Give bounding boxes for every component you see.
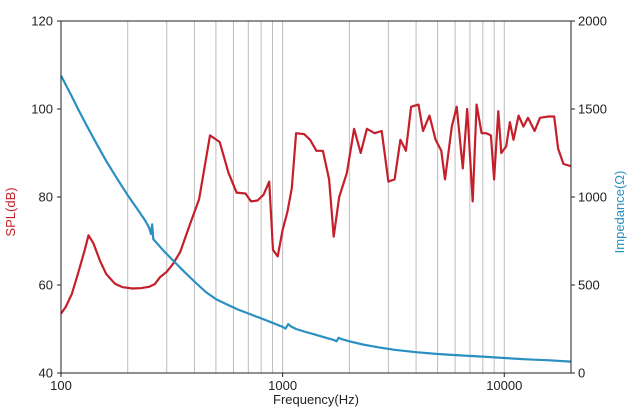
vertical-grid (127, 21, 505, 373)
y-right-tick-label: 500 (578, 278, 600, 293)
y-left-tick-label: 120 (31, 14, 53, 29)
y-left-tick-label: 100 (31, 102, 53, 117)
y-right-tick-label: 1000 (578, 190, 607, 205)
x-tick-label: 100 (50, 378, 72, 393)
y-right-axis-label: Impedance(Ω) (612, 171, 627, 254)
x-tick-label: 1000 (268, 378, 297, 393)
spl-line (60, 103, 572, 315)
y-right-tick-label: 1500 (578, 102, 607, 117)
series-group (60, 75, 572, 363)
impedance-line (60, 75, 572, 363)
x-tick-labels: 100 1000 10000 (50, 373, 522, 393)
x-tick-label: 10000 (486, 378, 522, 393)
y-right-tick-label: 0 (578, 366, 585, 381)
y-left-tick-label: 60 (39, 278, 53, 293)
x-axis-label: Frequency(Hz) (273, 392, 359, 407)
y-left-tick-label: 40 (39, 366, 53, 381)
y-right-tick-label: 2000 (578, 14, 607, 29)
y-left-axis-label: SPL(dB) (3, 187, 18, 236)
y-right-tick-labels: 0 500 1000 1500 2000 (571, 14, 607, 381)
y-left-tick-label: 80 (39, 190, 53, 205)
y-left-tick-labels: 40 60 80 100 120 (31, 14, 61, 381)
